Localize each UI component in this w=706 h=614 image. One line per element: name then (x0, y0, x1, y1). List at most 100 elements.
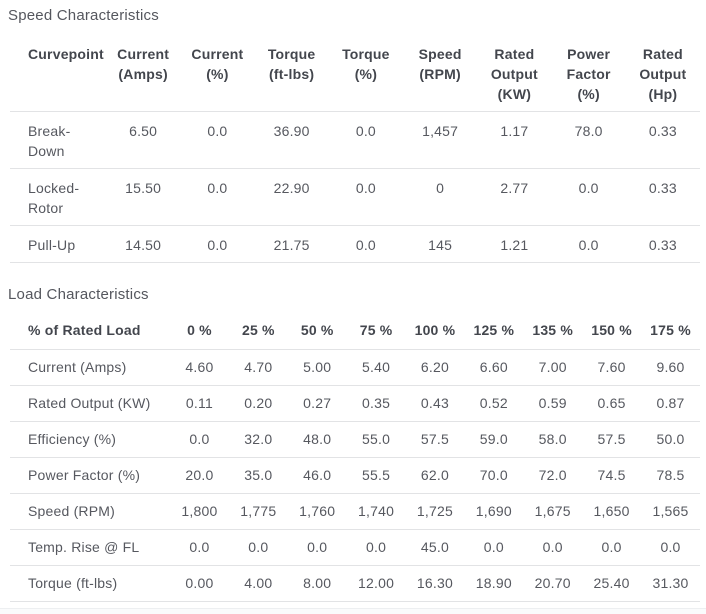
cell: 0.27 (287, 385, 347, 422)
cell: 7.60 (582, 349, 641, 386)
column-header-curvepoint: Curvepoint (10, 34, 106, 112)
cell: 0.0 (328, 225, 403, 263)
cell: 57.5 (582, 421, 641, 458)
row-label: Temp. Rise @ FL (10, 529, 170, 566)
cell: 5.40 (346, 349, 406, 386)
cell: 0.65 (582, 385, 641, 422)
column-header-150pct: 150 % (582, 311, 641, 350)
cell: 1,565 (641, 493, 700, 530)
row-label: Torque (ft-lbs) (10, 565, 170, 602)
cell: 20.70 (523, 565, 583, 602)
cell: 59.0 (464, 421, 524, 458)
cell: 0.0 (464, 529, 524, 566)
column-header-speed-rpm: Speed (RPM) (403, 34, 478, 112)
column-header-75pct: 75 % (346, 311, 406, 350)
cell: 0.43 (405, 385, 465, 422)
cell: 0.0 (641, 529, 700, 566)
cell: 50.0 (641, 421, 700, 458)
cell: 6.20 (405, 349, 465, 386)
cell: 1,457 (403, 111, 478, 169)
page-bottom-divider (0, 608, 706, 614)
cell: 145 (403, 225, 478, 263)
cell: 20.0 (170, 457, 229, 494)
row-label: Efficiency (%) (10, 421, 170, 458)
table-row-locked-rotor: Locked-Rotor 15.50 0.0 22.90 0.0 0 2.77 … (10, 168, 700, 226)
table-row-torque-ftlbs: Torque (ft-lbs) 0.00 4.00 8.00 12.00 16.… (10, 565, 700, 602)
column-header-125pct: 125 % (464, 311, 524, 350)
cell: 58.0 (523, 421, 583, 458)
cell: 48.0 (287, 421, 347, 458)
load-characteristics-table: % of Rated Load 0 % 25 % 50 % 75 % 100 %… (10, 311, 700, 602)
cell: 6.60 (464, 349, 524, 386)
cell: 36.90 (254, 111, 329, 169)
row-label: Rated Output (KW) (10, 385, 170, 422)
cell: 0.0 (170, 529, 229, 566)
cell: 0.11 (170, 385, 229, 422)
cell: 62.0 (405, 457, 465, 494)
load-characteristics-section: Load Characteristics % of Rated Load 0 %… (8, 286, 700, 602)
cell: 57.5 (405, 421, 465, 458)
table-row-temp-rise: Temp. Rise @ FL 0.0 0.0 0.0 0.0 45.0 0.0… (10, 529, 700, 566)
cell: 0.35 (346, 385, 406, 422)
cell: 0.33 (625, 225, 700, 263)
cell: 1,690 (464, 493, 524, 530)
column-header-50pct: 50 % (287, 311, 347, 350)
cell: 12.00 (346, 565, 406, 602)
cell: 0.0 (180, 168, 255, 226)
cell: 0.0 (551, 168, 626, 226)
cell: 1,725 (405, 493, 465, 530)
cell: 9.60 (641, 349, 700, 386)
cell: 22.90 (254, 168, 329, 226)
column-header-torque-ftlbs: Torque (ft-lbs) (254, 34, 329, 112)
cell: 0.0 (582, 529, 641, 566)
cell: 0.33 (625, 168, 700, 226)
cell: 1.17 (477, 111, 552, 169)
cell: 2.77 (477, 168, 552, 226)
cell: 70.0 (464, 457, 524, 494)
column-header-0pct: 0 % (170, 311, 229, 350)
cell: 0.0 (328, 111, 403, 169)
cell: 32.0 (228, 421, 288, 458)
cell: 72.0 (523, 457, 583, 494)
cell: 78.0 (551, 111, 626, 169)
cell: 0.0 (180, 111, 255, 169)
cell: 16.30 (405, 565, 465, 602)
speed-table-header-row: Curvepoint Current (Amps) Current (%) To… (10, 34, 700, 112)
cell: 0.20 (228, 385, 288, 422)
table-row-efficiency: Efficiency (%) 0.0 32.0 48.0 55.0 57.5 5… (10, 421, 700, 458)
speed-characteristics-section: Speed Characteristics Curvepoint Current… (8, 8, 700, 263)
cell: 14.50 (106, 225, 181, 263)
cell: 21.75 (254, 225, 329, 263)
cell: 0.00 (170, 565, 229, 602)
table-row-speed-rpm: Speed (RPM) 1,800 1,775 1,760 1,740 1,72… (10, 493, 700, 530)
speed-characteristics-table: Curvepoint Current (Amps) Current (%) To… (10, 34, 700, 263)
cell: 1,775 (228, 493, 288, 530)
section-title-load: Load Characteristics (8, 286, 149, 303)
cell: 0 (403, 168, 478, 226)
column-header-100pct: 100 % (405, 311, 465, 350)
table-row-break-down: Break-Down 6.50 0.0 36.90 0.0 1,457 1.17… (10, 111, 700, 169)
cell: 18.90 (464, 565, 524, 602)
column-header-25pct: 25 % (228, 311, 288, 350)
row-label: Current (Amps) (10, 349, 170, 386)
load-table-header-row: % of Rated Load 0 % 25 % 50 % 75 % 100 %… (10, 311, 700, 350)
cell: 0.0 (287, 529, 347, 566)
cell: 55.5 (346, 457, 406, 494)
cell: 1,800 (170, 493, 229, 530)
column-header-rated-output-kw: Rated Output (KW) (477, 34, 552, 112)
column-header-175pct: 175 % (641, 311, 700, 350)
cell: 0.0 (523, 529, 583, 566)
row-label: Power Factor (%) (10, 457, 170, 494)
table-row-power-factor: Power Factor (%) 20.0 35.0 46.0 55.5 62.… (10, 457, 700, 494)
column-header-135pct: 135 % (523, 311, 583, 350)
cell: 0.33 (625, 111, 700, 169)
column-header-power-factor: Power Factor (%) (551, 34, 626, 112)
table-row-current-amps: Current (Amps) 4.60 4.70 5.00 5.40 6.20 … (10, 349, 700, 386)
cell: 0.0 (180, 225, 255, 263)
table-row-rated-output-kw: Rated Output (KW) 0.11 0.20 0.27 0.35 0.… (10, 385, 700, 422)
cell: 6.50 (106, 111, 181, 169)
column-header-current-amps: Current (Amps) (106, 34, 181, 112)
cell: 45.0 (405, 529, 465, 566)
cell: 4.00 (228, 565, 288, 602)
